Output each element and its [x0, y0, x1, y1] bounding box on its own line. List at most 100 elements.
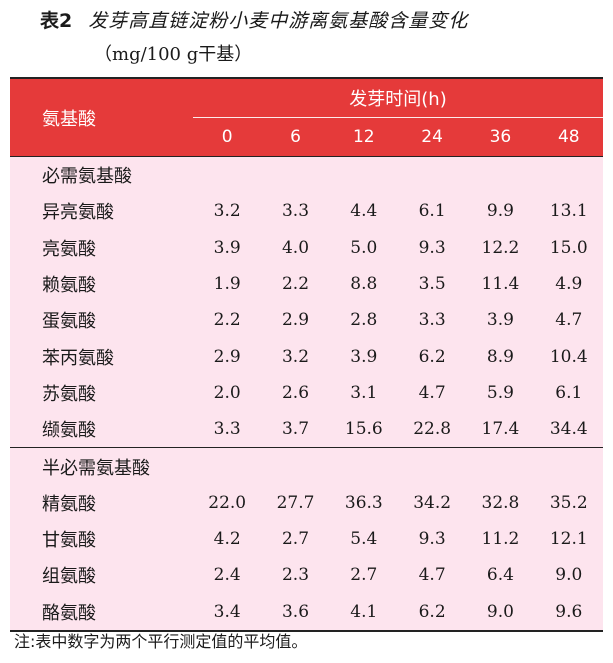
value-cell: 8.8	[329, 265, 398, 303]
value-cell: 4.9	[534, 265, 603, 303]
value-cell: 22.0	[193, 484, 262, 521]
amino-acid-name: 苏氨酸	[10, 374, 194, 412]
value-cell: 2.9	[261, 302, 330, 339]
value-cell: 9.3	[397, 520, 467, 558]
value-cell: 15.0	[534, 229, 603, 266]
row-header: 氨基酸	[10, 77, 194, 157]
table-header: 氨基酸 发芽时间(h) 0 6 12 24 36 48	[10, 77, 603, 157]
amino-acid-name: 缬氨酸	[10, 411, 194, 448]
table-row: 异亮氨酸 3.2 3.3 4.4 6.1 9.9 13.1	[10, 193, 603, 230]
value-cell: 6.4	[466, 557, 535, 594]
value-cell: 11.2	[466, 520, 535, 558]
value-cell: 4.1	[329, 593, 398, 632]
time-header-4: 36	[466, 117, 535, 157]
germination-time-header: 发芽时间(h)	[193, 77, 603, 118]
value-cell: 34.2	[397, 484, 467, 521]
amino-acid-name: 赖氨酸	[10, 265, 194, 303]
value-cell: 2.0	[193, 374, 262, 412]
table-row: 精氨酸 22.0 27.7 36.3 34.2 32.8 35.2	[10, 484, 603, 521]
section-title: 必需氨基酸	[10, 156, 603, 194]
table-row: 酪氨酸 3.4 3.6 4.1 6.2 9.0 9.6	[10, 593, 603, 632]
value-cell: 32.8	[466, 484, 535, 521]
table-title: 发芽高直链淀粉小麦中游离氨基酸含量变化	[88, 10, 469, 32]
value-cell: 4.2	[193, 520, 262, 558]
table-row: 组氨酸 2.4 2.3 2.7 4.7 6.4 9.0	[10, 557, 603, 594]
value-cell: 12.1	[534, 520, 603, 558]
time-header-1: 6	[261, 117, 330, 157]
value-cell: 4.7	[534, 302, 603, 339]
value-cell: 6.2	[397, 338, 467, 375]
amino-acid-name: 亮氨酸	[10, 229, 194, 266]
value-cell: 2.9	[193, 338, 262, 375]
section-row: 半必需氨基酸	[10, 447, 603, 485]
table-row: 亮氨酸 3.9 4.0 5.0 9.3 12.2 15.0	[10, 229, 603, 266]
value-cell: 3.9	[193, 229, 262, 266]
value-cell: 3.9	[466, 302, 535, 339]
section-title: 半必需氨基酸	[10, 447, 603, 485]
amino-acid-name: 异亮氨酸	[10, 193, 194, 230]
value-cell: 9.3	[397, 229, 467, 266]
amino-acid-name: 苯丙氨酸	[10, 338, 194, 375]
value-cell: 2.2	[193, 302, 262, 339]
value-cell: 6.1	[534, 374, 603, 412]
time-header-3: 24	[397, 117, 467, 157]
value-cell: 3.2	[261, 338, 330, 375]
value-cell: 9.6	[534, 593, 603, 632]
section-row: 必需氨基酸	[10, 156, 603, 194]
value-cell: 2.2	[261, 265, 330, 303]
value-cell: 9.0	[466, 593, 535, 632]
table-row: 苏氨酸 2.0 2.6 3.1 4.7 5.9 6.1	[10, 374, 603, 412]
value-cell: 3.5	[397, 265, 467, 303]
value-cell: 5.9	[466, 374, 535, 412]
value-cell: 8.9	[466, 338, 535, 375]
value-cell: 36.3	[329, 484, 398, 521]
time-header-2: 12	[329, 117, 398, 157]
amino-acid-table: 氨基酸 发芽时间(h) 0 6 12 24 36 48 必需氨基酸 异亮氨酸 3.2 3.3 4.…	[10, 77, 603, 632]
value-cell: 34.4	[534, 411, 603, 448]
value-cell: 2.3	[261, 557, 330, 594]
amino-acid-name: 酪氨酸	[10, 593, 194, 632]
value-cell: 2.7	[261, 520, 330, 558]
value-cell: 11.4	[466, 265, 535, 303]
value-cell: 35.2	[534, 484, 603, 521]
value-cell: 3.1	[329, 374, 398, 412]
amino-acid-name: 蛋氨酸	[10, 302, 194, 339]
time-header-5: 48	[534, 117, 603, 157]
value-cell: 5.4	[329, 520, 398, 558]
table-row: 苯丙氨酸 2.9 3.2 3.9 6.2 8.9 10.4	[10, 338, 603, 375]
value-cell: 3.3	[261, 193, 330, 230]
table-row: 缬氨酸 3.3 3.7 15.6 22.8 17.4 34.4	[10, 411, 603, 448]
table-row: 赖氨酸 1.9 2.2 8.8 3.5 11.4 4.9	[10, 265, 603, 303]
time-header-0: 0	[193, 117, 262, 157]
value-cell: 17.4	[466, 411, 535, 448]
value-cell: 27.7	[261, 484, 330, 521]
value-cell: 4.0	[261, 229, 330, 266]
table-note: 注:表中数字为两个平行测定值的平均值。	[14, 632, 308, 651]
value-cell: 2.6	[261, 374, 330, 412]
value-cell: 3.4	[193, 593, 262, 632]
table-unit: （mg/100 g干基）	[94, 44, 253, 65]
value-cell: 2.8	[329, 302, 398, 339]
value-cell: 1.9	[193, 265, 262, 303]
value-cell: 12.2	[466, 229, 535, 266]
caption-line: 表2 发芽高直链淀粉小麦中游离氨基酸含量变化	[40, 6, 468, 33]
value-cell: 5.0	[329, 229, 398, 266]
value-cell: 4.7	[397, 374, 467, 412]
value-cell: 13.1	[534, 193, 603, 230]
value-cell: 15.6	[329, 411, 398, 448]
amino-acid-name: 精氨酸	[10, 484, 194, 521]
value-cell: 3.3	[193, 411, 262, 448]
value-cell: 9.9	[466, 193, 535, 230]
amino-acid-name: 组氨酸	[10, 557, 194, 594]
value-cell: 3.2	[193, 193, 262, 230]
value-cell: 10.4	[534, 338, 603, 375]
table-row: 甘氨酸 4.2 2.7 5.4 9.3 11.2 12.1	[10, 520, 603, 558]
value-cell: 2.7	[329, 557, 398, 594]
value-cell: 3.9	[329, 338, 398, 375]
value-cell: 6.1	[397, 193, 467, 230]
table-label: 表2	[40, 10, 73, 32]
value-cell: 3.6	[261, 593, 330, 632]
value-cell: 4.4	[329, 193, 398, 230]
value-cell: 2.4	[193, 557, 262, 594]
value-cell: 4.7	[397, 557, 467, 594]
